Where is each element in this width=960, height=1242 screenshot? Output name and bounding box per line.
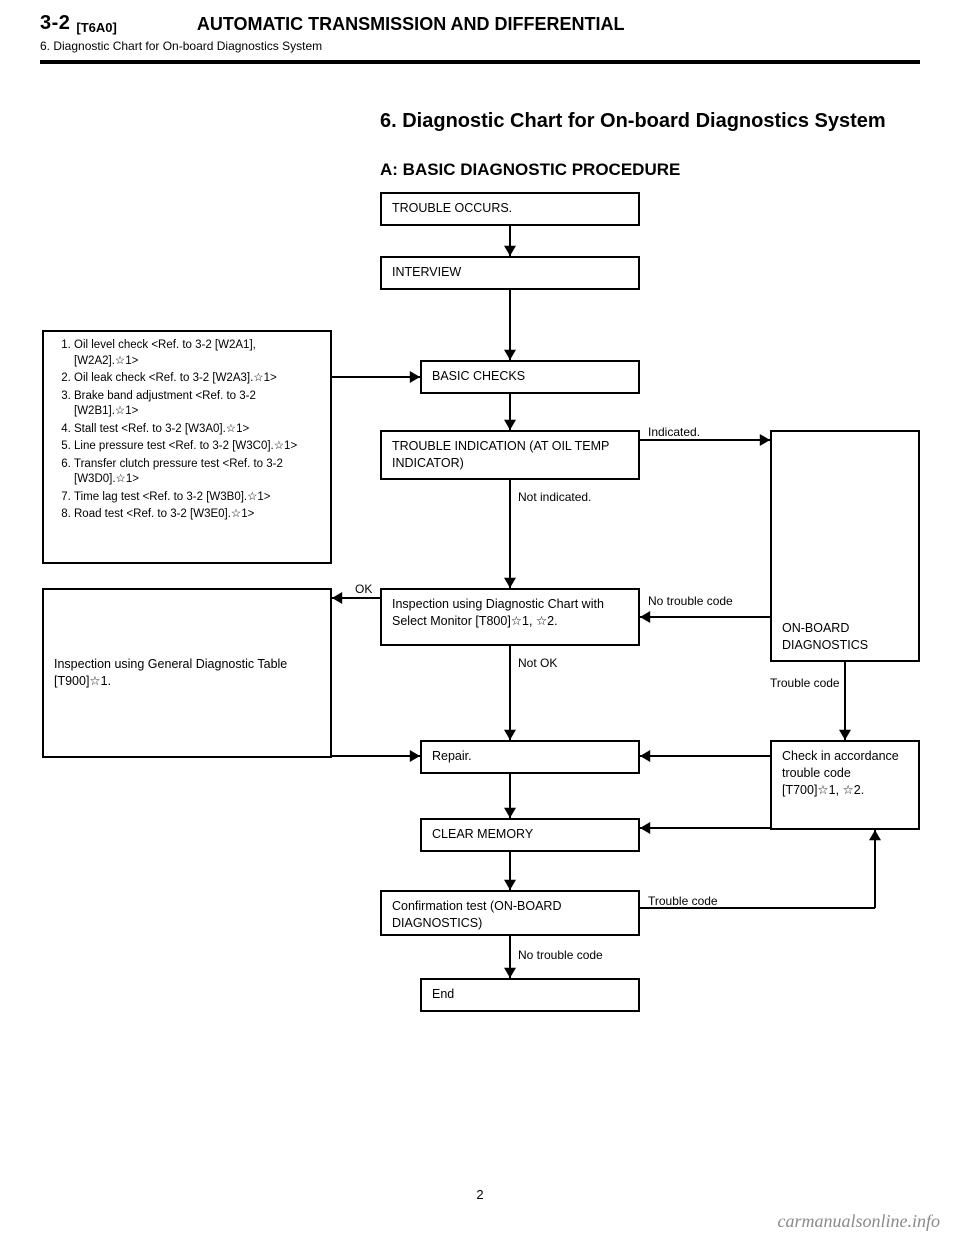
page-number: 2	[0, 1187, 960, 1202]
ref-list-item: Stall test <Ref. to 3-2 [W3A0].☆1>	[74, 422, 320, 438]
node-ref-list: Oil level check <Ref. to 3-2 [W2A1], [W2…	[42, 330, 332, 564]
node-basic_checks: BASIC CHECKS	[420, 360, 640, 394]
edge-label: No trouble code	[518, 948, 603, 962]
edge-label: Not OK	[518, 656, 557, 670]
node-inspection_sm: Inspection using Diagnostic Chart with S…	[380, 588, 640, 646]
edge-label: OK	[355, 582, 372, 596]
node-inspection_general: Inspection using General Diagnostic Tabl…	[42, 588, 332, 758]
ref-list-item: Time lag test <Ref. to 3-2 [W3B0].☆1>	[74, 490, 320, 506]
node-onboard_diag: ON-BOARD DIAGNOSTICS	[770, 430, 920, 662]
ref-list-item: Oil leak check <Ref. to 3-2 [W2A3].☆1>	[74, 371, 320, 387]
node-confirmation: Confirmation test (ON-BOARD DIAGNOSTICS)	[380, 890, 640, 936]
edge-label: Not indicated.	[518, 490, 591, 504]
node-trouble_occurs: TROUBLE OCCURS.	[380, 192, 640, 226]
watermark: carmanualsonline.info	[778, 1211, 941, 1232]
ref-list-item: Road test <Ref. to 3-2 [W3E0].☆1>	[74, 507, 320, 523]
ref-list-item: Transfer clutch pressure test <Ref. to 3…	[74, 457, 320, 488]
ref-list-item: Line pressure test <Ref. to 3-2 [W3C0].☆…	[74, 439, 320, 455]
node-interview: INTERVIEW	[380, 256, 640, 290]
node-trouble_indication: TROUBLE INDICATION (AT OIL TEMP INDICATO…	[380, 430, 640, 480]
node-repair: Repair.	[420, 740, 640, 774]
ref-list-item: Oil level check <Ref. to 3-2 [W2A1], [W2…	[74, 338, 320, 369]
ref-list-item: Brake band adjustment <Ref. to 3-2 [W2B1…	[74, 389, 320, 420]
edge-label: Indicated.	[648, 425, 700, 439]
node-checkin: Check in accordance trouble code [T700]☆…	[770, 740, 920, 830]
edge-label: Trouble code	[770, 676, 840, 690]
edge-label: No trouble code	[648, 594, 733, 608]
edge-label: Trouble code	[648, 894, 718, 908]
node-end: End	[420, 978, 640, 1012]
node-clear_memory: CLEAR MEMORY	[420, 818, 640, 852]
